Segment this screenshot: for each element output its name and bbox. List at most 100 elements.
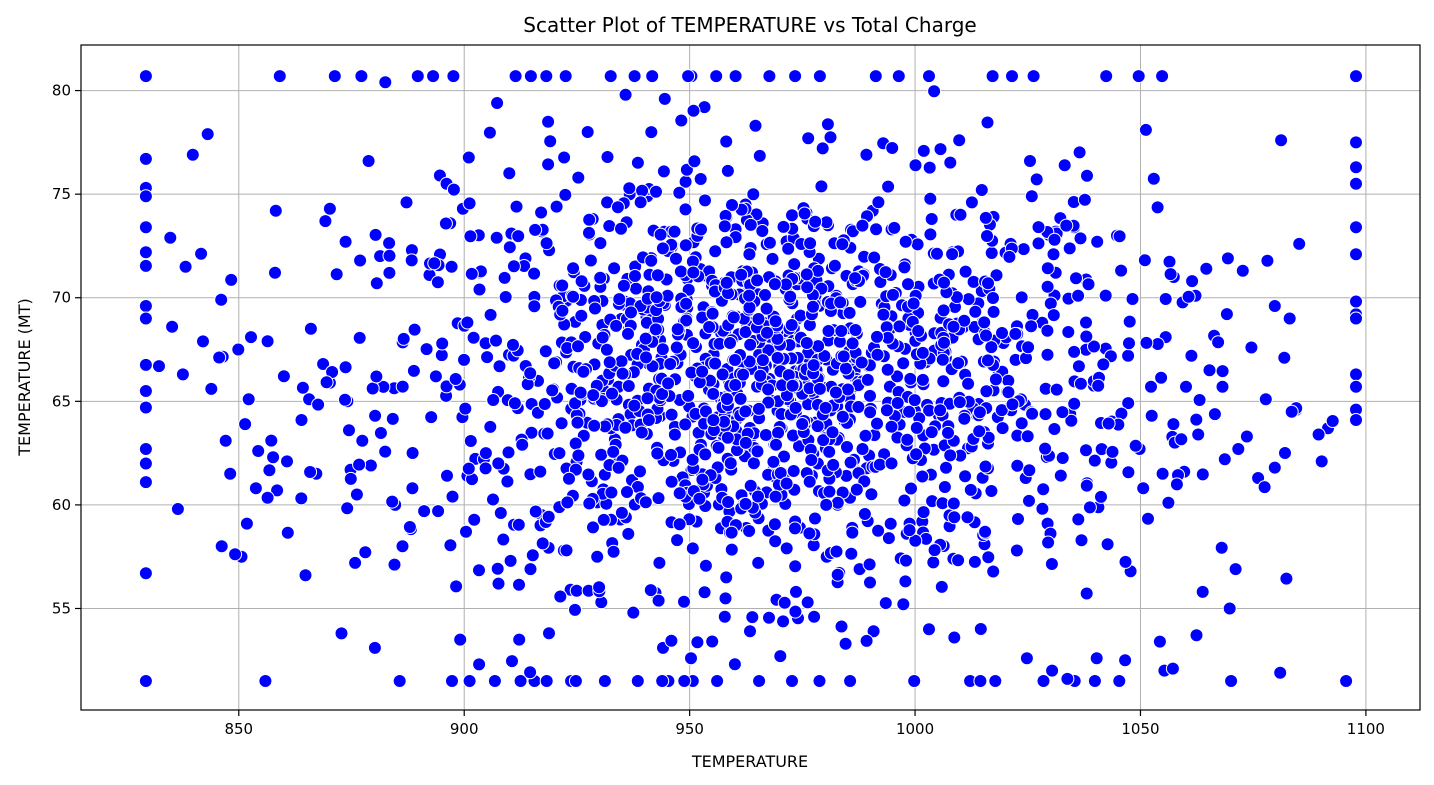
scatter-point: [618, 87, 633, 102]
scatter-point: [816, 433, 831, 448]
scatter-point: [404, 253, 419, 268]
scatter-point: [1025, 406, 1040, 421]
scatter-point: [900, 432, 915, 447]
scatter-point: [1036, 674, 1051, 688]
x-axis-label: TEMPERATURE: [691, 752, 808, 771]
x-tick-label: 1100: [1347, 720, 1385, 738]
scatter-point: [620, 485, 634, 499]
scatter-point: [946, 496, 961, 511]
scatter-point: [268, 203, 283, 218]
scatter-point: [628, 269, 642, 283]
scatter-point: [1057, 158, 1072, 173]
scatter-point: [981, 276, 995, 291]
scatter-point: [424, 410, 439, 425]
scatter-point: [1010, 458, 1025, 473]
scatter-point: [723, 336, 737, 350]
scatter-point: [907, 393, 922, 408]
x-tick-label: 900: [450, 720, 479, 738]
y-tick-label: 70: [52, 289, 71, 307]
scatter-point: [742, 247, 757, 262]
scatter-point: [663, 357, 678, 371]
scatter-point: [1349, 413, 1363, 427]
scatter-point: [834, 619, 849, 634]
scatter-point: [294, 413, 309, 427]
scatter-point: [854, 355, 869, 370]
scatter-point: [901, 277, 915, 292]
scatter-point: [258, 674, 273, 688]
scatter-point: [1024, 189, 1039, 204]
scatter-point: [600, 150, 615, 164]
scatter-point: [338, 234, 353, 249]
scatter-point: [923, 227, 938, 242]
scatter-point: [196, 334, 210, 349]
scatter-point: [576, 364, 591, 379]
scatter-point: [138, 299, 153, 313]
scatter-point: [319, 375, 334, 390]
scatter-point: [751, 489, 765, 504]
scatter-point: [1011, 512, 1025, 526]
scatter-point: [746, 456, 761, 471]
scatter-point: [352, 330, 367, 345]
scatter-point: [973, 674, 988, 688]
scatter-point: [897, 493, 912, 508]
scatter-point: [649, 184, 663, 199]
scatter-point: [1020, 429, 1035, 444]
scatter-point: [395, 379, 410, 394]
scatter-point: [419, 342, 434, 357]
scatter-point: [578, 330, 593, 344]
scatter-point: [138, 442, 153, 456]
scatter-point: [1091, 378, 1106, 393]
scatter-point: [655, 674, 670, 688]
scatter-point: [718, 591, 733, 606]
scatter-point: [904, 481, 918, 496]
scatter-point: [1191, 427, 1206, 442]
scatter-point: [538, 344, 553, 359]
scatter-point: [505, 654, 519, 669]
scatter-point: [478, 446, 493, 461]
scatter-point: [294, 491, 309, 506]
scatter-point: [502, 240, 517, 255]
scatter-point: [303, 465, 318, 479]
scatter-point: [492, 359, 507, 374]
scatter-point: [1131, 69, 1146, 84]
scatter-point: [539, 236, 554, 251]
x-tick-label: 1050: [1121, 720, 1159, 738]
scatter-point: [681, 69, 696, 84]
scatter-point: [511, 517, 526, 532]
scatter-point: [214, 292, 229, 307]
scatter-point: [835, 409, 850, 424]
scatter-point: [1207, 407, 1222, 422]
scatter-point: [318, 214, 333, 229]
scatter-point: [869, 222, 884, 237]
scatter-point: [963, 482, 978, 497]
scatter-point: [434, 348, 449, 363]
scatter-point: [224, 272, 239, 287]
scatter-point: [545, 383, 560, 398]
scatter-point: [967, 554, 982, 569]
scatter-point: [1019, 651, 1034, 666]
scatter-point: [405, 481, 420, 496]
scatter-point: [1055, 451, 1070, 465]
scatter-point: [844, 546, 859, 561]
scatter-point: [783, 289, 798, 304]
scatter-point: [606, 444, 621, 459]
scatter-point: [947, 510, 962, 525]
scatter-point: [1031, 236, 1046, 251]
scatter-point: [280, 454, 294, 469]
scatter-point: [440, 468, 454, 483]
scatter-point: [597, 674, 612, 688]
scatter-point: [916, 143, 931, 158]
scatter-point: [1235, 263, 1250, 278]
scatter-point: [705, 306, 720, 321]
scatter-point: [957, 411, 972, 426]
scatter-point: [773, 466, 788, 480]
scatter-point: [806, 299, 820, 314]
scatter-point: [463, 229, 478, 244]
scatter-point: [669, 251, 683, 266]
scatter-point: [373, 426, 388, 440]
scatter-point: [951, 553, 966, 568]
scatter-point: [1161, 495, 1176, 510]
scatter-point: [843, 455, 858, 470]
scatter-point: [523, 366, 538, 381]
scatter-point: [268, 265, 282, 280]
